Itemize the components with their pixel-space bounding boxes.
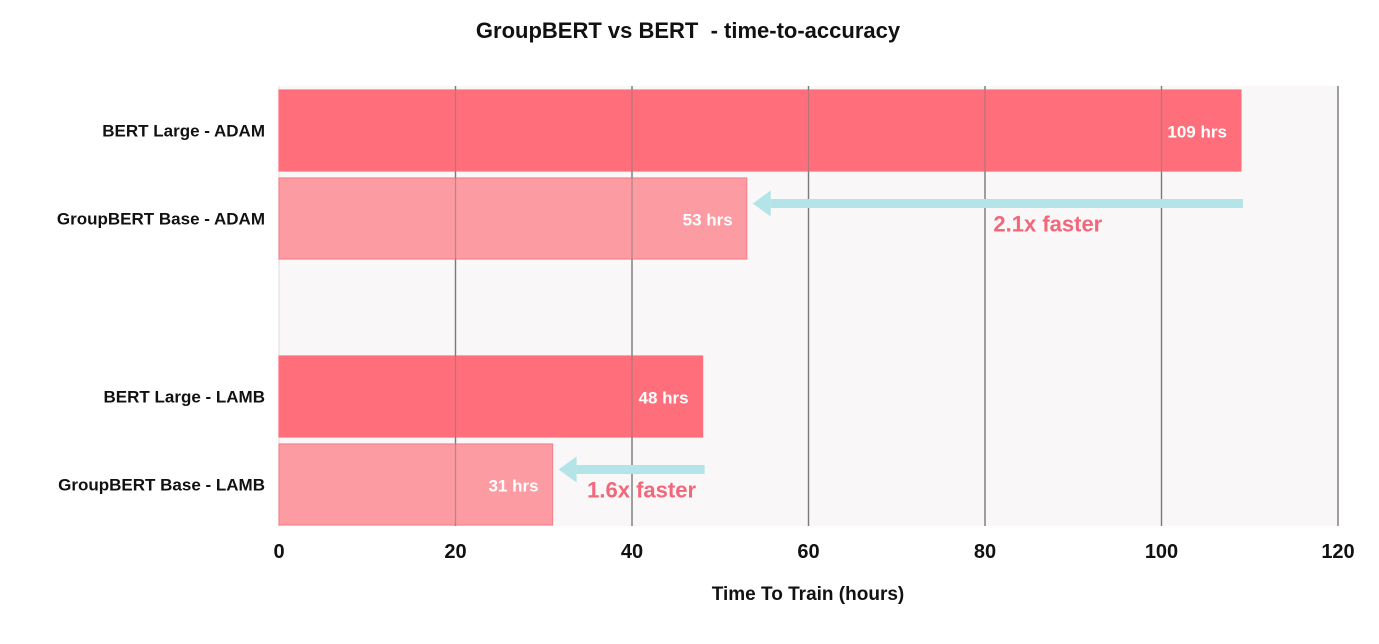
annotation-label: 2.1x faster <box>993 212 1102 237</box>
data-label: 53 hrs <box>683 211 733 230</box>
x-tick-label: 20 <box>444 541 466 563</box>
annotation-arrowhead <box>558 456 577 483</box>
category-label: BERT Large - LAMB <box>104 388 266 407</box>
bar <box>278 89 1242 172</box>
bar <box>278 443 554 526</box>
annotation-label: 1.6x faster <box>587 478 696 503</box>
annotation-arrowhead <box>752 190 771 217</box>
x-tick-label: 0 <box>273 541 284 563</box>
x-tick-label: 100 <box>1145 541 1178 563</box>
x-axis-label: Time To Train (hours) <box>712 584 904 605</box>
category-label: GroupBERT Base - LAMB <box>58 476 265 495</box>
x-tick-label: 120 <box>1321 541 1354 563</box>
data-label: 109 hrs <box>1167 123 1227 142</box>
bar <box>278 177 748 260</box>
data-label: 31 hrs <box>488 477 538 496</box>
chart-title: GroupBERT vs BERT - time-to-accuracy <box>476 18 901 43</box>
category-label: GroupBERT Base - ADAM <box>57 210 265 229</box>
category-label: BERT Large - ADAM <box>102 122 265 141</box>
x-tick-label: 60 <box>797 541 819 563</box>
data-label: 48 hrs <box>639 389 689 408</box>
x-tick-label: 40 <box>621 541 643 563</box>
x-tick-label: 80 <box>974 541 996 563</box>
